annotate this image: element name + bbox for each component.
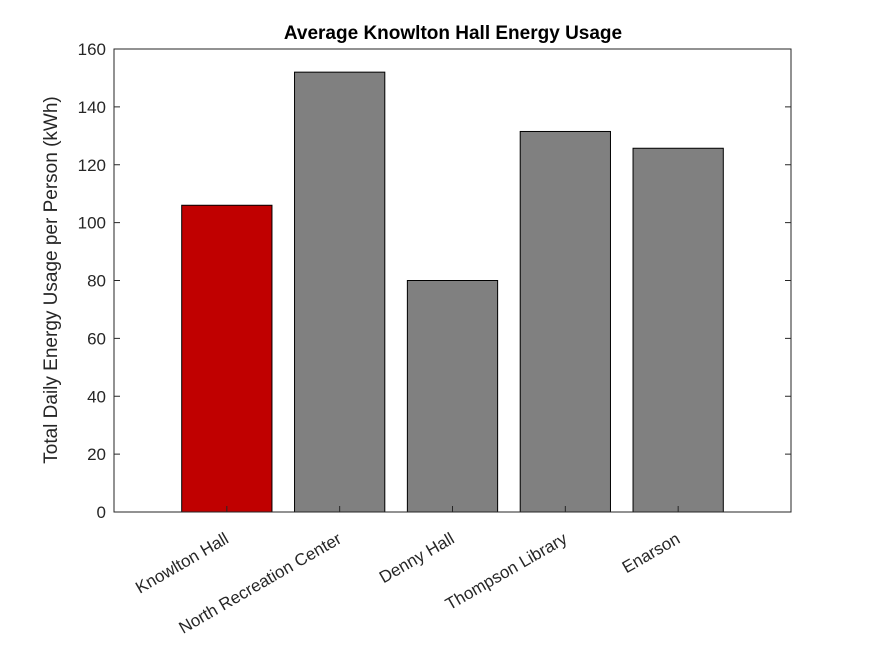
y-tick-label: 40 (87, 387, 106, 406)
bar-thompson-library (519, 130, 611, 513)
bar-knowlton-hall (181, 204, 273, 513)
y-tick-label: 160 (78, 40, 106, 59)
y-tick-label: 120 (78, 156, 106, 175)
y-tick-label: 60 (87, 329, 106, 348)
y-tick-label: 140 (78, 98, 106, 117)
bars (181, 71, 724, 513)
y-axis: 0 20 40 60 80 100 120 140 160 (78, 40, 791, 522)
y-tick-label: 80 (87, 272, 106, 291)
bar-north-recreation-center (294, 71, 386, 513)
y-axis-label: Total Daily Energy Usage per Person (kWh… (41, 96, 62, 463)
y-tick-label: 100 (78, 214, 106, 233)
bar-enarson (632, 147, 724, 513)
plot-area-frame (113, 48, 792, 513)
y-tick-label: 20 (87, 445, 106, 464)
y-tick-label: 0 (97, 503, 106, 522)
chart-title: Average Knowlton Hall Energy Usage (284, 23, 622, 44)
bar-denny-hall (406, 280, 499, 513)
